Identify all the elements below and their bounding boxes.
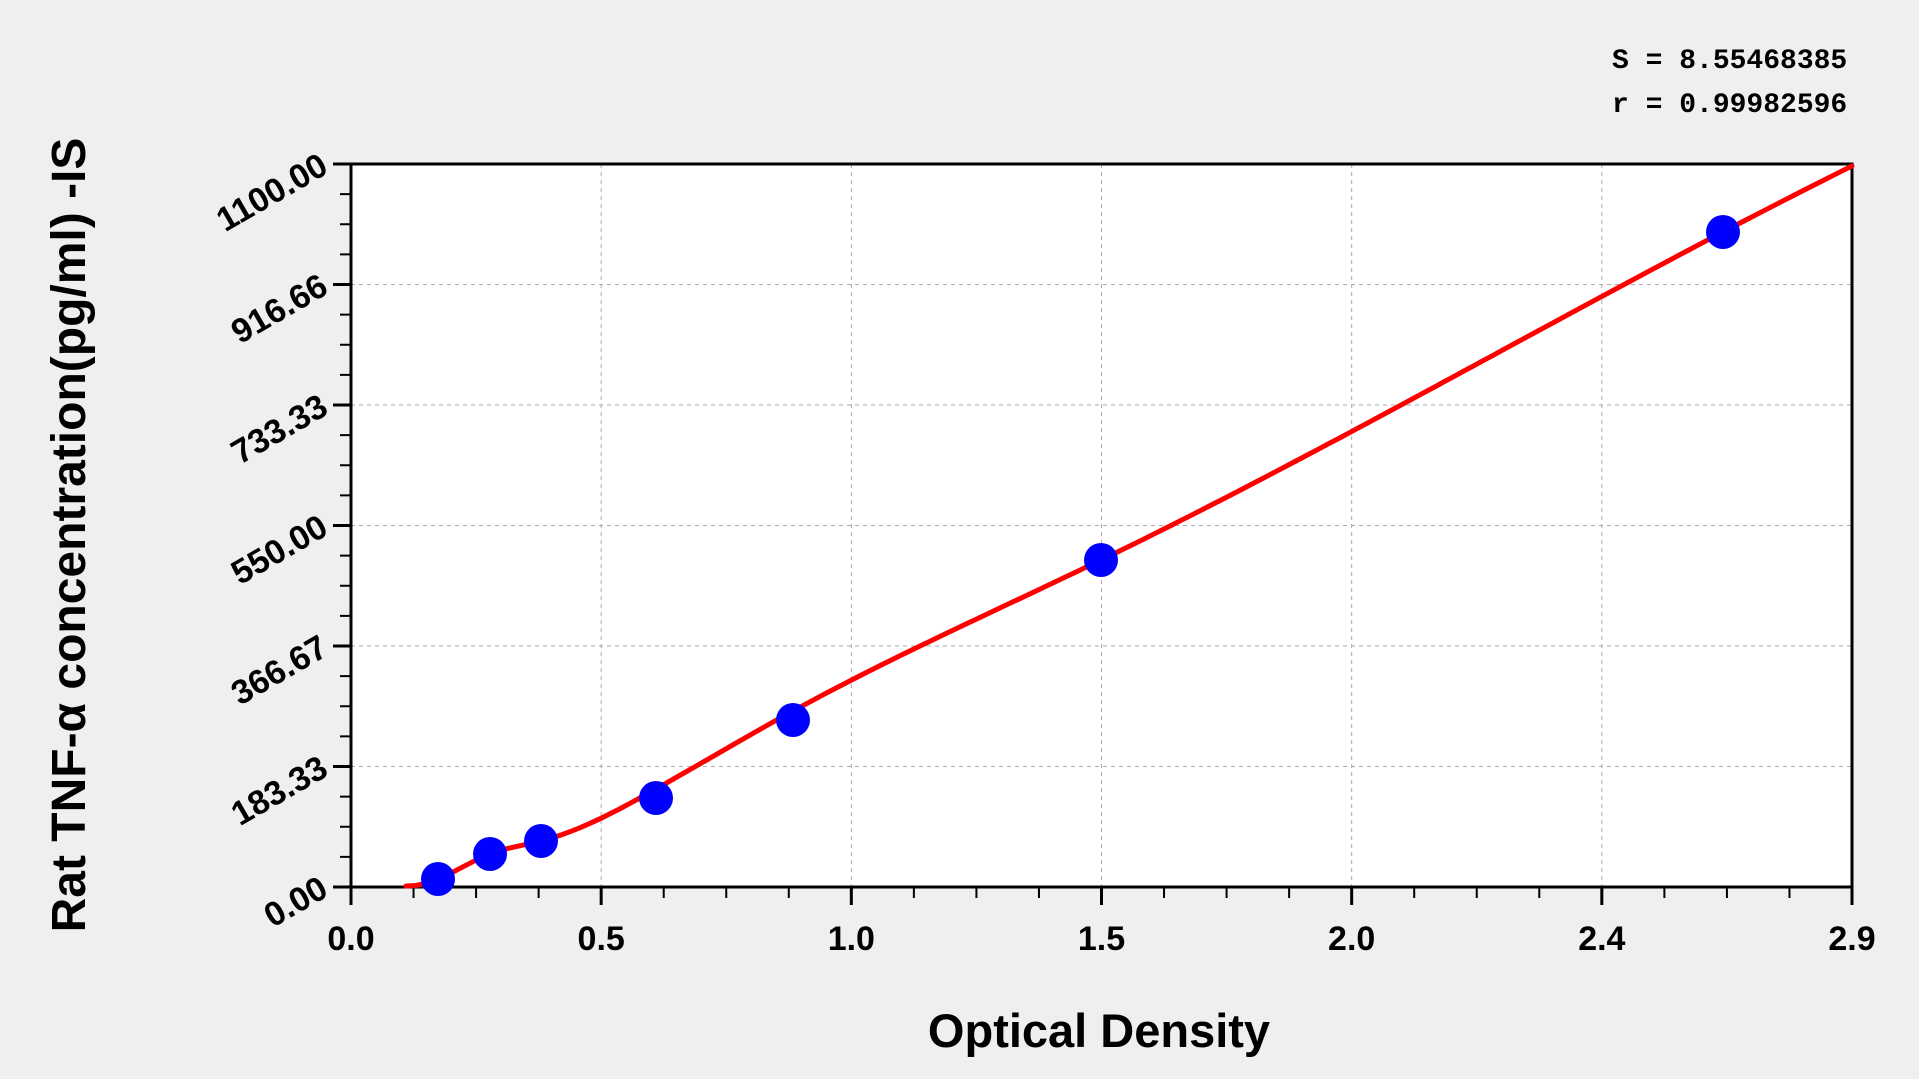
svg-text:0.0: 0.0 bbox=[327, 920, 374, 958]
svg-text:S = 8.55468385: S = 8.55468385 bbox=[1612, 46, 1847, 77]
svg-text:1.5: 1.5 bbox=[1078, 920, 1125, 958]
svg-text:1.0: 1.0 bbox=[828, 920, 875, 958]
svg-text:2.9: 2.9 bbox=[1828, 920, 1875, 958]
svg-text:0.5: 0.5 bbox=[578, 920, 625, 958]
svg-text:Optical Density: Optical Density bbox=[928, 1004, 1270, 1057]
svg-text:r = 0.99982596: r = 0.99982596 bbox=[1612, 90, 1847, 121]
svg-text:2.4: 2.4 bbox=[1578, 920, 1625, 958]
svg-text:Rat TNF-α concentration(pg/ml): Rat TNF-α concentration(pg/ml) -IS bbox=[43, 138, 96, 933]
svg-text:2.0: 2.0 bbox=[1328, 920, 1375, 958]
